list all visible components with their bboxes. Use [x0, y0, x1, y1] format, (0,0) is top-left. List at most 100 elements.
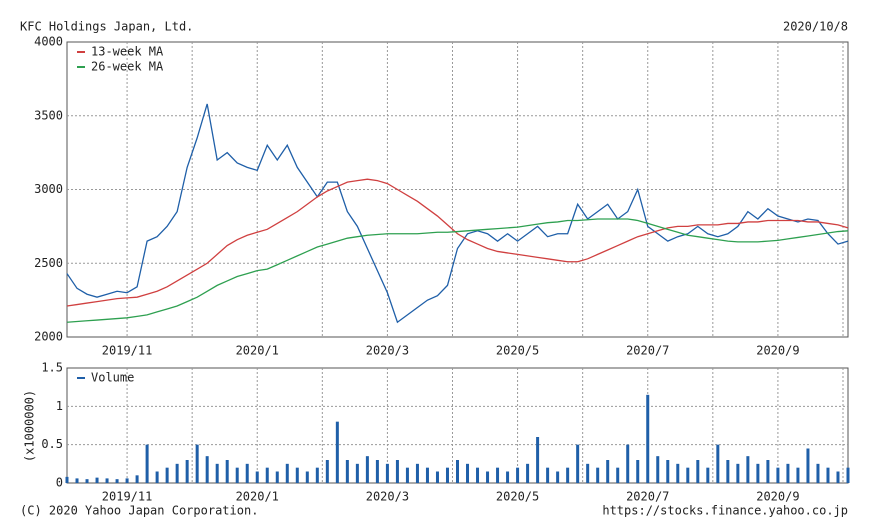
volume-bar [566, 467, 570, 483]
volume-bar [546, 467, 550, 483]
volume-bar [65, 476, 69, 483]
volume-bar [476, 467, 480, 483]
volume-bar [185, 460, 189, 483]
volume-bar [716, 444, 720, 483]
volume-bar [385, 463, 389, 483]
x-tick-label: 2020/3 [366, 490, 409, 504]
volume-bar [245, 463, 249, 483]
volume-bar [726, 460, 730, 483]
volume-bar [786, 463, 790, 483]
chart-date: 2020/10/8 [783, 20, 848, 34]
volume-bar [456, 460, 459, 483]
copyright: (C) 2020 Yahoo Japan Corporation. [20, 504, 258, 518]
volume-bar [255, 471, 259, 483]
volume-bar [736, 463, 740, 483]
volume-bar [776, 467, 780, 483]
volume-bar [536, 437, 540, 483]
volume-bar [105, 478, 109, 483]
volume-bar [676, 463, 680, 483]
volume-bar [526, 463, 530, 483]
volume-bar [195, 444, 199, 483]
x-tick-label: 2020/1 [236, 344, 279, 358]
volume-bar [486, 471, 490, 483]
y-tick-label: 0 [56, 476, 63, 490]
x-tick-label: 2020/9 [756, 344, 799, 358]
y-tick-label: 3000 [34, 182, 63, 196]
volume-bar [145, 444, 149, 483]
volume-bar [806, 448, 810, 483]
volume-bar [836, 471, 840, 483]
volume-bar [95, 477, 99, 483]
volume-bar [275, 471, 279, 483]
volume-bar [606, 460, 610, 483]
volume-bar [445, 467, 449, 483]
volume-bar [225, 460, 229, 483]
volume-bar [596, 467, 600, 483]
volume-bar [295, 467, 299, 483]
line-series [66, 178, 849, 307]
x-tick-label: 2019/11 [102, 490, 153, 504]
volume-bar [706, 467, 710, 483]
volume-bar [496, 467, 500, 483]
volume-bar [85, 479, 89, 483]
volume-bar [325, 460, 329, 483]
y-axis-label: (x1000000) [23, 390, 37, 462]
volume-bar [375, 460, 379, 483]
volume-bar [235, 467, 239, 483]
volume-bar [115, 479, 119, 483]
y-tick-label: 4000 [34, 35, 63, 49]
x-tick-label: 2020/1 [236, 490, 279, 504]
volume-bar [746, 456, 750, 483]
volume-bar [586, 463, 590, 483]
y-tick-label: 2500 [34, 256, 63, 270]
x-tick-label: 2020/7 [626, 490, 669, 504]
x-tick-label: 2020/3 [366, 344, 409, 358]
volume-bar [265, 467, 269, 483]
legend-label: 13-week MA [91, 45, 164, 59]
volume-bar [466, 463, 470, 483]
volume-bar [636, 460, 640, 483]
volume-bar [335, 421, 339, 483]
volume-bar [846, 467, 850, 483]
legend-label: 26-week MA [91, 60, 164, 74]
volume-bar [696, 460, 700, 483]
volume-bar [155, 471, 159, 483]
y-tick-label: 1 [56, 399, 63, 413]
y-tick-label: 1.5 [41, 361, 63, 375]
volume-bar [666, 460, 670, 483]
volume-bar [756, 463, 760, 483]
x-tick-label: 2020/7 [626, 344, 669, 358]
plot-area [66, 41, 849, 338]
volume-bar [686, 467, 690, 483]
volume-bar [285, 463, 289, 483]
volume-bar [816, 463, 820, 483]
volume-bar [365, 456, 369, 483]
x-tick-label: 2019/11 [102, 344, 153, 358]
volume-bar [616, 467, 620, 483]
volume-bar [826, 467, 830, 483]
volume-bar [646, 394, 650, 483]
volume-bar [135, 475, 139, 483]
y-tick-label: 2000 [34, 330, 63, 344]
volume-bar [395, 460, 399, 483]
volume-bar [415, 463, 419, 483]
x-tick-label: 2020/9 [756, 490, 799, 504]
volume-bar [435, 471, 439, 483]
volume-bar [576, 444, 580, 483]
volume-bar [315, 467, 319, 483]
chart-title: KFC Holdings Japan, Ltd. [20, 20, 193, 34]
volume-bar [425, 467, 429, 483]
volume-bar [355, 463, 359, 483]
volume-bar [215, 463, 219, 483]
y-tick-label: 3500 [34, 108, 63, 122]
volume-bar [556, 471, 560, 483]
volume-bar [175, 463, 179, 483]
volume-bar [345, 460, 349, 483]
volume-bar [305, 471, 309, 483]
volume-bar [165, 467, 169, 483]
volume-bar [506, 471, 510, 483]
source-url: https://stocks.finance.yahoo.co.jp [602, 504, 848, 518]
line-series [66, 103, 849, 324]
volume-bar [626, 444, 630, 483]
